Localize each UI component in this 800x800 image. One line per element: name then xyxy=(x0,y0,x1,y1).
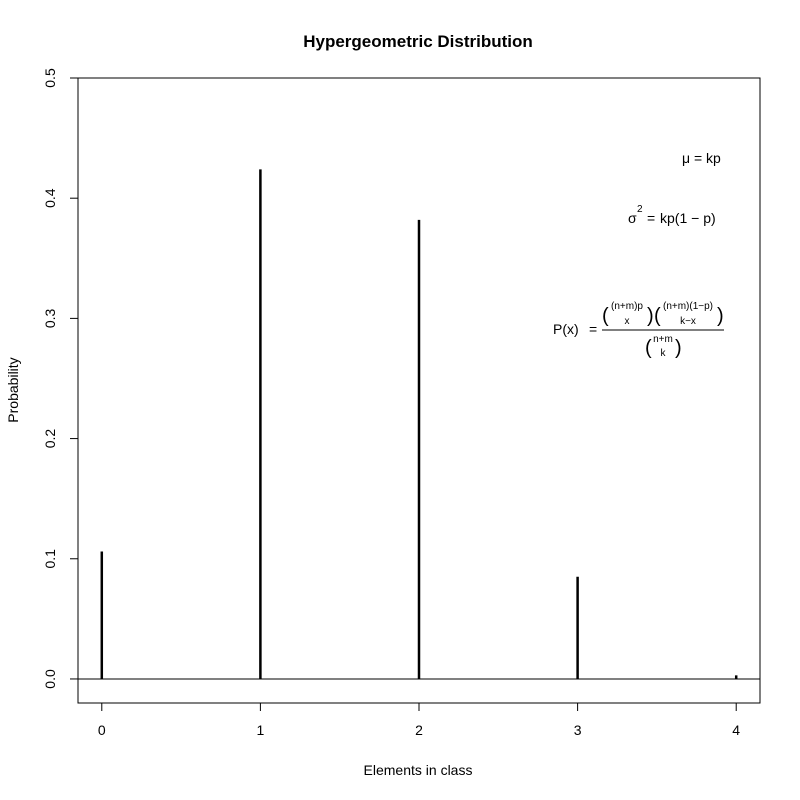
x-tick-label-3: 3 xyxy=(574,722,582,738)
y-tick-label-0.2: 0.2 xyxy=(42,429,58,449)
pmf-paren-close-1: ) xyxy=(647,305,654,327)
pmf-den-top: n+m xyxy=(653,334,673,345)
pmf-paren-open-3: ( xyxy=(645,337,652,359)
chart-marks xyxy=(78,169,760,680)
chart-title: Hypergeometric Distribution xyxy=(303,32,533,51)
variance-formula: σ 2 = kp(1 − p) xyxy=(628,204,716,226)
y-tick-label-0.3: 0.3 xyxy=(42,308,58,328)
pmf-num2-bottom: k−x xyxy=(680,316,696,327)
pmf-num1-top: (n+m)p xyxy=(611,301,643,312)
x-axis: 0 1 2 3 4 xyxy=(98,702,740,738)
x-tick-label-4: 4 xyxy=(732,722,740,738)
variance-lhs: σ xyxy=(628,210,637,226)
pmf-paren-close-2: ) xyxy=(717,305,724,327)
y-tick-label-0.0: 0.0 xyxy=(42,669,58,689)
mean-equals: = xyxy=(694,150,702,166)
x-tick-label-0: 0 xyxy=(98,722,106,738)
mean-lhs: μ xyxy=(682,150,690,166)
variance-equals: = xyxy=(647,210,655,226)
y-tick-label-0.5: 0.5 xyxy=(42,68,58,88)
pmf-paren-close-3: ) xyxy=(675,337,682,359)
y-axis: 0.0 0.1 0.2 0.3 0.4 0.5 xyxy=(42,68,79,689)
pmf-paren-open-1: ( xyxy=(602,305,609,327)
pmf-num1-bottom: x xyxy=(625,316,630,327)
y-tick-label-0.1: 0.1 xyxy=(42,549,58,569)
y-axis-label: Probability xyxy=(5,357,21,422)
pmf-paren-open-2: ( xyxy=(654,305,661,327)
pmf-den-bottom: k xyxy=(661,348,667,359)
pmf-formula: P(x) = ( (n+m)p x ) ( (n+m)(1−p) k−x ) (… xyxy=(553,301,724,359)
y-tick-label-0.4: 0.4 xyxy=(42,188,58,208)
x-tick-label-2: 2 xyxy=(415,722,423,738)
pmf-lhs: P(x) xyxy=(553,321,579,337)
variance-rhs: kp(1 − p) xyxy=(660,210,716,226)
pmf-num2-top: (n+m)(1−p) xyxy=(663,301,713,312)
mean-formula: μ = kp xyxy=(682,150,721,166)
x-tick-label-1: 1 xyxy=(256,722,264,738)
mean-rhs: kp xyxy=(706,150,721,166)
variance-exponent: 2 xyxy=(637,204,643,215)
pmf-equals: = xyxy=(589,321,597,337)
x-axis-label: Elements in class xyxy=(364,762,473,778)
